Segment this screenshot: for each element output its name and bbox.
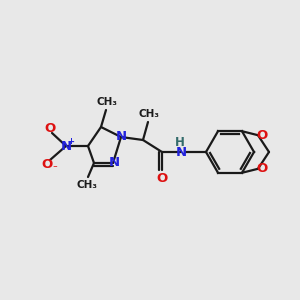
Text: CH₃: CH₃ xyxy=(97,97,118,107)
Text: CH₃: CH₃ xyxy=(76,180,98,190)
Text: O: O xyxy=(256,129,268,142)
Text: O: O xyxy=(44,122,56,134)
Text: N: N xyxy=(176,146,187,158)
Text: O: O xyxy=(156,172,168,184)
Text: +: + xyxy=(68,136,74,146)
Text: H: H xyxy=(175,136,185,148)
Text: N: N xyxy=(60,140,72,152)
Text: CH₃: CH₃ xyxy=(139,109,160,119)
Text: ⁻: ⁻ xyxy=(52,164,57,173)
Text: N: N xyxy=(108,157,120,169)
Text: O: O xyxy=(256,162,268,175)
Text: N: N xyxy=(116,130,127,143)
Text: O: O xyxy=(41,158,52,172)
